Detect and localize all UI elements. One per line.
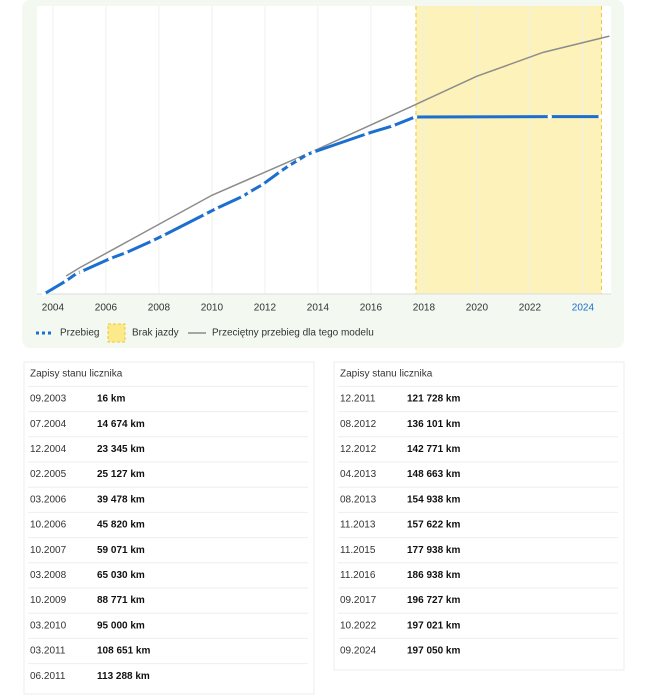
mileage-point: [247, 189, 252, 195]
record-km: 14 674 km: [97, 419, 145, 430]
mileage-point: [278, 169, 283, 174]
record-date: 11.2013: [340, 520, 376, 531]
mileage-point: [390, 123, 396, 128]
record-km: 65 030 km: [97, 570, 145, 581]
record-km: 154 938 km: [407, 494, 460, 505]
record-date: 04.2013: [340, 469, 377, 480]
record-date: 11.2015: [340, 545, 376, 556]
record-date: 10.2022: [340, 620, 377, 631]
mileage-point: [63, 278, 69, 283]
x-tick-label: 2016: [360, 303, 383, 314]
x-tick-label: 2008: [148, 303, 171, 314]
mileage-point: [79, 269, 84, 274]
x-tick-label: 2004: [42, 303, 65, 314]
record-date: 09.2017: [340, 595, 377, 606]
record-date: 10.2009: [30, 595, 67, 606]
mileage-point: [260, 182, 265, 187]
mileage-point: [161, 233, 166, 238]
record-date: 12.2012: [340, 444, 377, 455]
legend-swatch: [107, 323, 126, 343]
record-date: 02.2005: [30, 469, 67, 480]
record-date: 11.2016: [340, 570, 376, 581]
record-date: 03.2010: [30, 620, 67, 631]
x-tick-label: 2010: [201, 303, 224, 314]
table-card: [333, 361, 625, 671]
record-date: 10.2007: [30, 545, 67, 556]
legend-label: Przeciętny przebieg dla tego modelu: [212, 328, 374, 339]
x-tick-label: 2006: [95, 303, 118, 314]
record-km: 95 000 km: [97, 620, 145, 631]
record-km: 121 728 km: [407, 394, 460, 405]
record-date: 09.2024: [340, 646, 377, 657]
record-km: 88 771 km: [97, 595, 145, 606]
legend-label: Brak jazdy: [132, 328, 179, 339]
record-km: 197 050 km: [407, 646, 460, 657]
record-date: 10.2006: [30, 520, 67, 531]
record-km: 108 651 km: [97, 646, 150, 657]
record-date: 08.2013: [340, 494, 377, 505]
record-km: 197 021 km: [407, 620, 460, 631]
x-tick-label: 2022: [519, 303, 542, 314]
mileage-point: [150, 238, 155, 244]
mileage-point: [304, 152, 310, 157]
legend-label: Przebieg: [60, 328, 99, 339]
x-tick-label: 2012: [254, 303, 277, 314]
record-km: 148 663 km: [407, 469, 460, 480]
mileage-point: [286, 163, 292, 168]
record-date: 12.2011: [340, 394, 376, 405]
record-date: 09.2003: [30, 394, 67, 405]
record-km: 186 938 km: [407, 570, 460, 581]
record-date: 03.2011: [30, 646, 66, 657]
table-title: Zapisy stanu licznika: [30, 369, 123, 380]
table-title: Zapisy stanu licznika: [340, 369, 433, 380]
mileage-point: [214, 206, 219, 211]
record-km: 45 820 km: [97, 520, 145, 531]
record-km: 39 478 km: [97, 494, 145, 505]
mileage-point: [41, 291, 47, 297]
record-km: 113 288 km: [97, 671, 150, 682]
mileage-point: [240, 194, 246, 199]
average-line: [65, 35, 610, 277]
x-tick-label: 2024: [572, 303, 595, 314]
record-km: 136 101 km: [407, 419, 460, 430]
no-driving-band: [415, 6, 602, 294]
record-date: 12.2004: [30, 444, 67, 455]
mileage-point: [203, 211, 208, 217]
record-km: 157 622 km: [407, 520, 460, 531]
record-km: 25 127 km: [97, 469, 145, 480]
mileage-point: [547, 114, 552, 119]
mileage-point: [123, 250, 128, 255]
mileage-point: [311, 149, 316, 155]
record-km: 59 071 km: [97, 545, 145, 556]
mileage-point: [412, 114, 418, 120]
record-km: 23 345 km: [97, 444, 145, 455]
record-km: 16 km: [97, 394, 125, 405]
x-tick-label: 2014: [307, 303, 330, 314]
mileage-point: [295, 158, 301, 163]
mileage-point: [598, 114, 603, 119]
x-tick-label: 2018: [413, 303, 436, 314]
record-date: 07.2004: [30, 419, 67, 430]
record-date: 08.2012: [340, 419, 377, 430]
mileage-point: [74, 270, 80, 276]
x-tick-label: 2020: [466, 303, 489, 314]
record-date: 03.2006: [30, 494, 67, 505]
record-date: 06.2011: [30, 671, 66, 682]
mileage-point: [108, 256, 113, 261]
mileage-point: [364, 131, 369, 137]
record-km: 177 938 km: [407, 545, 460, 556]
record-km: 196 727 km: [407, 595, 460, 606]
record-km: 142 771 km: [407, 444, 460, 455]
record-date: 03.2008: [30, 570, 67, 581]
